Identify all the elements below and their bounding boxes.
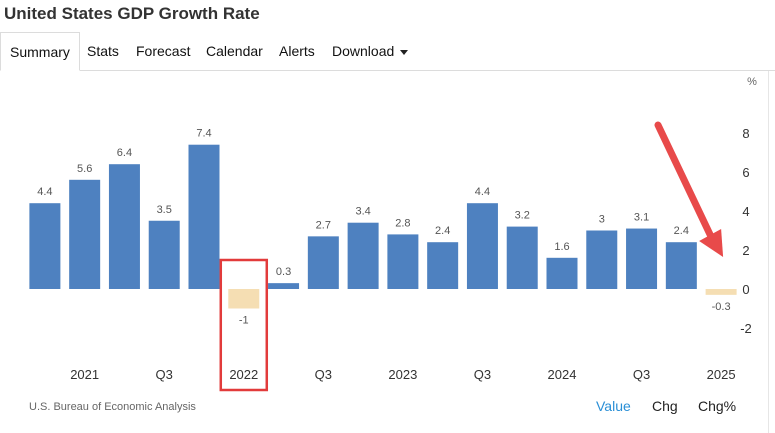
view-option-chg-percent[interactable]: Chg% [698, 398, 737, 414]
data-label: 4.4 [475, 186, 490, 198]
source-label: U.S. Bureau of Economic Analysis [29, 401, 196, 413]
data-label: 1.6 [554, 241, 569, 253]
arrow-head [699, 229, 724, 257]
bar [427, 242, 459, 289]
data-label: 2.8 [395, 217, 410, 229]
data-label: 2.4 [435, 225, 450, 237]
data-label: -1 [239, 315, 249, 327]
view-option-value[interactable]: Value [596, 398, 631, 414]
highlight-box [219, 258, 269, 392]
data-label: 3.5 [157, 204, 172, 216]
x-tick-label: 2021 [70, 367, 99, 382]
bar [466, 203, 498, 289]
data-label: 3 [599, 214, 605, 226]
tab-summary[interactable]: Summary [0, 32, 80, 71]
bar [546, 257, 578, 289]
bar [626, 228, 658, 289]
chart-area: % 8 6 4 2 0 -2 4.4 5.6 6.4 3.5 7.4 -1 0.3 2.7 3.4 2.8 2.4… [0, 71, 769, 433]
data-label: -0.3 [712, 301, 731, 313]
bar [387, 234, 419, 289]
y-tick-label: 6 [742, 165, 749, 180]
bar [108, 164, 140, 289]
bar [148, 220, 180, 289]
bar [665, 242, 697, 289]
tab-bar: Summary Stats Forecast Calendar Alerts D… [0, 32, 775, 71]
data-label: 3.4 [355, 206, 370, 218]
bar [705, 289, 737, 295]
y-axis-unit-label: % [747, 76, 757, 88]
data-label: 2.4 [674, 225, 689, 237]
bar [228, 289, 260, 309]
bar [268, 283, 300, 289]
gdp-chart: % 8 6 4 2 0 -2 4.4 5.6 6.4 3.5 7.4 -1 0.3 2.7 3.4 2.8 2.4… [29, 76, 757, 392]
x-tick-label: 2025 [707, 367, 736, 382]
y-tick-label: 8 [742, 126, 749, 141]
bar [347, 222, 379, 289]
bar [506, 226, 538, 289]
data-label: 7.4 [196, 128, 211, 140]
y-tick-label: -2 [740, 321, 752, 336]
bar [29, 203, 61, 289]
view-option-chg[interactable]: Chg [652, 398, 678, 414]
x-tick-label: 2023 [388, 367, 417, 382]
x-tick-label: 2024 [548, 367, 577, 382]
x-tick-label: Q3 [315, 367, 332, 382]
x-tick-label: Q3 [156, 367, 173, 382]
y-tick-label: 0 [742, 282, 749, 297]
data-label: 4.4 [37, 186, 52, 198]
x-tick-label: Q3 [633, 367, 650, 382]
y-tick-label: 2 [742, 243, 749, 258]
y-tick-label: 4 [742, 204, 749, 219]
tab-alerts[interactable]: Alerts [279, 43, 315, 59]
tab-calendar[interactable]: Calendar [206, 43, 263, 59]
bar [69, 179, 101, 289]
bar [188, 144, 220, 289]
bar [586, 230, 618, 289]
tab-download-label: Download [332, 43, 395, 59]
bar [307, 236, 339, 289]
data-label: 3.1 [634, 212, 649, 224]
chevron-down-icon [400, 49, 409, 55]
tab-forecast[interactable]: Forecast [136, 43, 191, 59]
page-title: United States GDP Growth Rate [4, 4, 260, 23]
tab-download[interactable]: Download [332, 32, 409, 70]
data-label: 5.6 [77, 163, 92, 175]
x-tick-label: 2022 [229, 367, 258, 382]
data-label: 2.7 [316, 219, 331, 231]
data-label: 0.3 [276, 266, 291, 278]
x-tick-label: Q3 [474, 367, 491, 382]
data-label: 6.4 [117, 147, 132, 159]
tab-stats[interactable]: Stats [87, 43, 119, 59]
arrow-shaft [654, 121, 717, 245]
data-label: 3.2 [515, 210, 530, 222]
